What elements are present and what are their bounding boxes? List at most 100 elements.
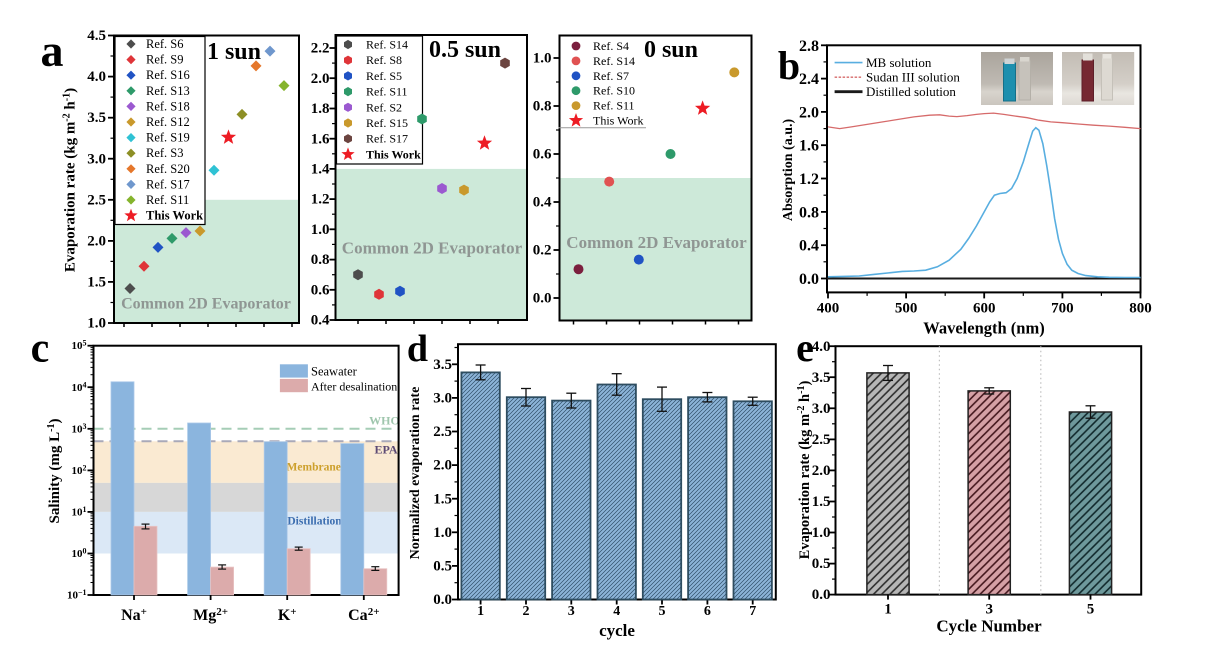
svg-text:Ref. S9: Ref. S9 — [146, 53, 184, 67]
svg-text:1: 1 — [884, 602, 892, 618]
svg-text:0.5: 0.5 — [812, 556, 831, 572]
svg-text:This Work: This Work — [593, 114, 643, 128]
svg-text:1.5: 1.5 — [812, 494, 831, 510]
svg-text:0.8: 0.8 — [311, 252, 330, 268]
svg-text:700: 700 — [1051, 300, 1074, 316]
svg-text:1.2: 1.2 — [799, 171, 819, 188]
svg-text:0.2: 0.2 — [533, 243, 552, 259]
svg-text:This Work: This Work — [146, 209, 203, 223]
svg-text:Sudan III solution: Sudan III solution — [866, 70, 960, 85]
svg-text:400: 400 — [817, 300, 840, 316]
svg-text:4.5: 4.5 — [87, 28, 106, 44]
svg-text:Common 2D Evaporator: Common 2D Evaporator — [566, 233, 747, 252]
svg-text:This Work: This Work — [366, 147, 421, 161]
svg-text:0 sun: 0 sun — [644, 37, 698, 63]
svg-text:2.0: 2.0 — [812, 463, 831, 479]
svg-text:Distillation: Distillation — [287, 515, 342, 527]
svg-text:3.0: 3.0 — [433, 391, 452, 407]
svg-text:Common 2D Evaporator: Common 2D Evaporator — [342, 239, 523, 258]
svg-text:Ref. S14: Ref. S14 — [366, 38, 408, 52]
svg-text:1.0: 1.0 — [812, 525, 831, 541]
svg-text:1.4: 1.4 — [311, 162, 330, 178]
svg-text:Ref. S8: Ref. S8 — [366, 53, 402, 67]
svg-text:1.5: 1.5 — [433, 491, 452, 507]
svg-text:c: c — [31, 326, 50, 372]
svg-text:d: d — [407, 328, 428, 370]
svg-text:cycle: cycle — [599, 621, 635, 640]
svg-text:2.0: 2.0 — [311, 71, 330, 87]
svg-text:2.0: 2.0 — [87, 234, 106, 250]
svg-text:Ref. S16: Ref. S16 — [146, 68, 190, 82]
svg-text:e: e — [796, 325, 814, 370]
svg-text:Common 2D Evaporator: Common 2D Evaporator — [121, 296, 291, 313]
svg-text:4.0: 4.0 — [87, 69, 106, 85]
svg-text:Ref. S14: Ref. S14 — [593, 54, 635, 68]
svg-text:1.0: 1.0 — [87, 316, 106, 332]
svg-text:Ref. S10: Ref. S10 — [593, 84, 635, 98]
svg-text:0.6: 0.6 — [533, 147, 552, 163]
svg-text:Ref. S17: Ref. S17 — [146, 177, 190, 191]
svg-text:Ref. S19: Ref. S19 — [146, 131, 190, 145]
svg-text:1.8: 1.8 — [311, 101, 330, 117]
svg-text:4.0: 4.0 — [812, 339, 831, 355]
svg-text:Ref. S15: Ref. S15 — [366, 116, 408, 130]
svg-text:2.0: 2.0 — [799, 104, 819, 121]
svg-text:2.4: 2.4 — [799, 71, 819, 88]
svg-text:800: 800 — [1129, 300, 1152, 316]
svg-text:Ref. S18: Ref. S18 — [146, 99, 190, 113]
svg-text:Ref. S11: Ref. S11 — [366, 85, 408, 99]
svg-text:6: 6 — [704, 604, 711, 619]
svg-text:1.0: 1.0 — [433, 525, 452, 541]
svg-text:3.0: 3.0 — [87, 151, 106, 167]
svg-text:Normalized evaporation rate: Normalized evaporation rate — [408, 387, 423, 560]
svg-text:After desalination: After desalination — [311, 380, 397, 394]
svg-text:Evaporation rate (kg m-2 h-1): Evaporation rate (kg m-2 h-1) — [62, 88, 79, 272]
svg-text:Seawater: Seawater — [311, 364, 358, 378]
svg-text:0.4: 0.4 — [533, 195, 552, 211]
svg-text:0.5: 0.5 — [433, 559, 452, 575]
svg-text:Ref. S5: Ref. S5 — [366, 69, 402, 83]
svg-text:MB solution: MB solution — [866, 55, 932, 70]
svg-text:Ref. S11: Ref. S11 — [146, 193, 189, 207]
svg-text:Na+: Na+ — [121, 606, 147, 624]
svg-text:3.0: 3.0 — [812, 401, 831, 417]
svg-text:4: 4 — [613, 604, 620, 619]
svg-text:3: 3 — [985, 602, 993, 618]
svg-text:0.5 sun: 0.5 sun — [429, 37, 501, 63]
svg-text:Ref. S4: Ref. S4 — [593, 39, 629, 53]
svg-text:Ref. S13: Ref. S13 — [146, 84, 190, 98]
svg-text:0.4: 0.4 — [799, 238, 819, 255]
svg-text:Cycle Number: Cycle Number — [936, 617, 1042, 636]
svg-text:0.8: 0.8 — [799, 204, 819, 221]
svg-text:1.6: 1.6 — [311, 131, 330, 147]
svg-text:0.6: 0.6 — [311, 282, 330, 298]
svg-text:0.0: 0.0 — [533, 291, 552, 307]
svg-text:Ref. S6: Ref. S6 — [146, 37, 184, 51]
svg-text:0.4: 0.4 — [311, 313, 330, 329]
svg-text:2: 2 — [523, 604, 530, 619]
svg-text:2.5: 2.5 — [812, 432, 831, 448]
svg-text:0.8: 0.8 — [533, 99, 552, 115]
svg-text:Salinity (mg L-1): Salinity (mg L-1) — [46, 418, 63, 523]
svg-text:0.0: 0.0 — [799, 271, 819, 288]
svg-text:600: 600 — [973, 300, 996, 316]
svg-text:3.5: 3.5 — [433, 357, 452, 373]
svg-text:Ref. S11: Ref. S11 — [593, 99, 635, 113]
svg-text:Ref. S7: Ref. S7 — [593, 69, 629, 83]
svg-text:2.0: 2.0 — [433, 458, 452, 474]
svg-text:3.5: 3.5 — [812, 370, 831, 386]
svg-text:0.0: 0.0 — [433, 592, 452, 608]
svg-text:Membrane: Membrane — [287, 461, 341, 473]
svg-text:1: 1 — [477, 604, 484, 619]
svg-text:EPA: EPA — [374, 443, 397, 457]
svg-text:Distilled solution: Distilled solution — [866, 84, 956, 99]
svg-text:1.0: 1.0 — [533, 51, 552, 67]
svg-text:b: b — [778, 43, 800, 88]
svg-text:3.5: 3.5 — [87, 110, 106, 126]
svg-text:1.6: 1.6 — [799, 138, 819, 155]
svg-text:Evaporation rate (kg m-2 h-1): Evaporation rate (kg m-2 h-1) — [796, 381, 813, 560]
svg-text:Ref. S12: Ref. S12 — [146, 115, 190, 129]
svg-text:Ref. S20: Ref. S20 — [146, 162, 190, 176]
svg-text:Ref. S3: Ref. S3 — [146, 146, 184, 160]
svg-text:a: a — [41, 25, 64, 76]
